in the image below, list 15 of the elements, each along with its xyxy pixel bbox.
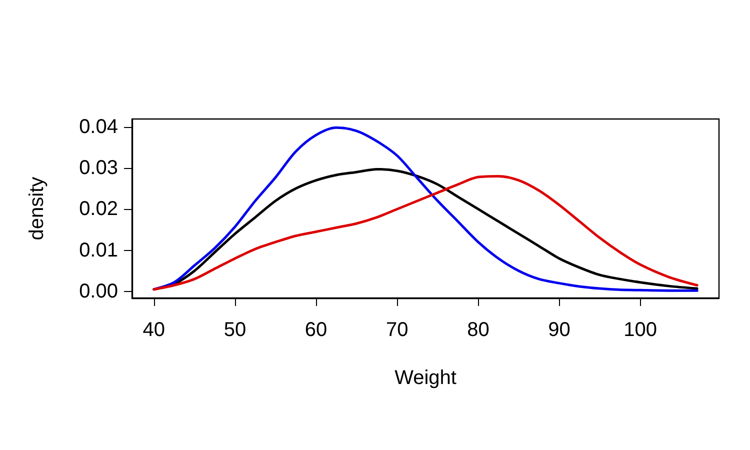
x-tick-label: 50 — [224, 319, 246, 341]
y-tick-label: 0.02 — [79, 198, 118, 220]
x-tick-label: 80 — [467, 319, 490, 341]
x-tick-label: 70 — [386, 319, 408, 341]
x-axis-title: Weight — [394, 367, 457, 389]
y-tick-label: 0.04 — [79, 116, 118, 138]
y-tick-label: 0.03 — [79, 156, 118, 179]
line-series — [152, 126, 698, 292]
y-axis-title: density — [26, 176, 48, 240]
x-tick-label: 60 — [304, 319, 328, 341]
y-tick-label: 0.01 — [79, 239, 118, 262]
x-tick-label: 90 — [548, 319, 570, 341]
x-tick-label: 100 — [624, 319, 658, 341]
x-tick-label: 40 — [142, 319, 166, 341]
y-tick-label: 0.00 — [79, 280, 118, 302]
